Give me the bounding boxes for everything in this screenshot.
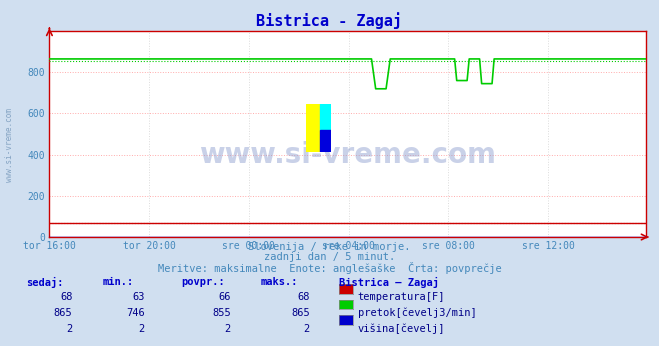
Text: min.:: min.: (102, 277, 133, 287)
Text: www.si-vreme.com: www.si-vreme.com (5, 108, 14, 182)
Text: 68: 68 (60, 292, 72, 302)
Text: www.si-vreme.com: www.si-vreme.com (199, 141, 496, 169)
Text: temperatura[F]: temperatura[F] (358, 292, 445, 302)
Text: 746: 746 (127, 308, 145, 318)
Text: zadnji dan / 5 minut.: zadnji dan / 5 minut. (264, 252, 395, 262)
Text: Bistrica - Zagaj: Bistrica - Zagaj (256, 12, 403, 29)
Text: maks.:: maks.: (260, 277, 298, 287)
Text: višina[čevelj]: višina[čevelj] (358, 324, 445, 334)
Text: 68: 68 (297, 292, 310, 302)
Text: povpr.:: povpr.: (181, 277, 225, 287)
Text: 855: 855 (212, 308, 231, 318)
Text: Bistrica – Zagaj: Bistrica – Zagaj (339, 277, 440, 288)
Text: 2: 2 (139, 324, 145, 334)
Text: 66: 66 (218, 292, 231, 302)
Text: Meritve: maksimalne  Enote: anglešaške  Črta: povprečje: Meritve: maksimalne Enote: anglešaške Čr… (158, 262, 501, 274)
Text: 63: 63 (132, 292, 145, 302)
Text: 865: 865 (54, 308, 72, 318)
Polygon shape (320, 104, 331, 130)
Polygon shape (320, 130, 331, 152)
Text: 2: 2 (304, 324, 310, 334)
Text: pretok[čevelj3/min]: pretok[čevelj3/min] (358, 308, 476, 318)
Text: Slovenija / reke in morje.: Slovenija / reke in morje. (248, 242, 411, 252)
Text: 865: 865 (291, 308, 310, 318)
Text: sedaj:: sedaj: (26, 277, 64, 288)
Polygon shape (306, 104, 320, 152)
Text: 2: 2 (67, 324, 72, 334)
Text: 2: 2 (225, 324, 231, 334)
